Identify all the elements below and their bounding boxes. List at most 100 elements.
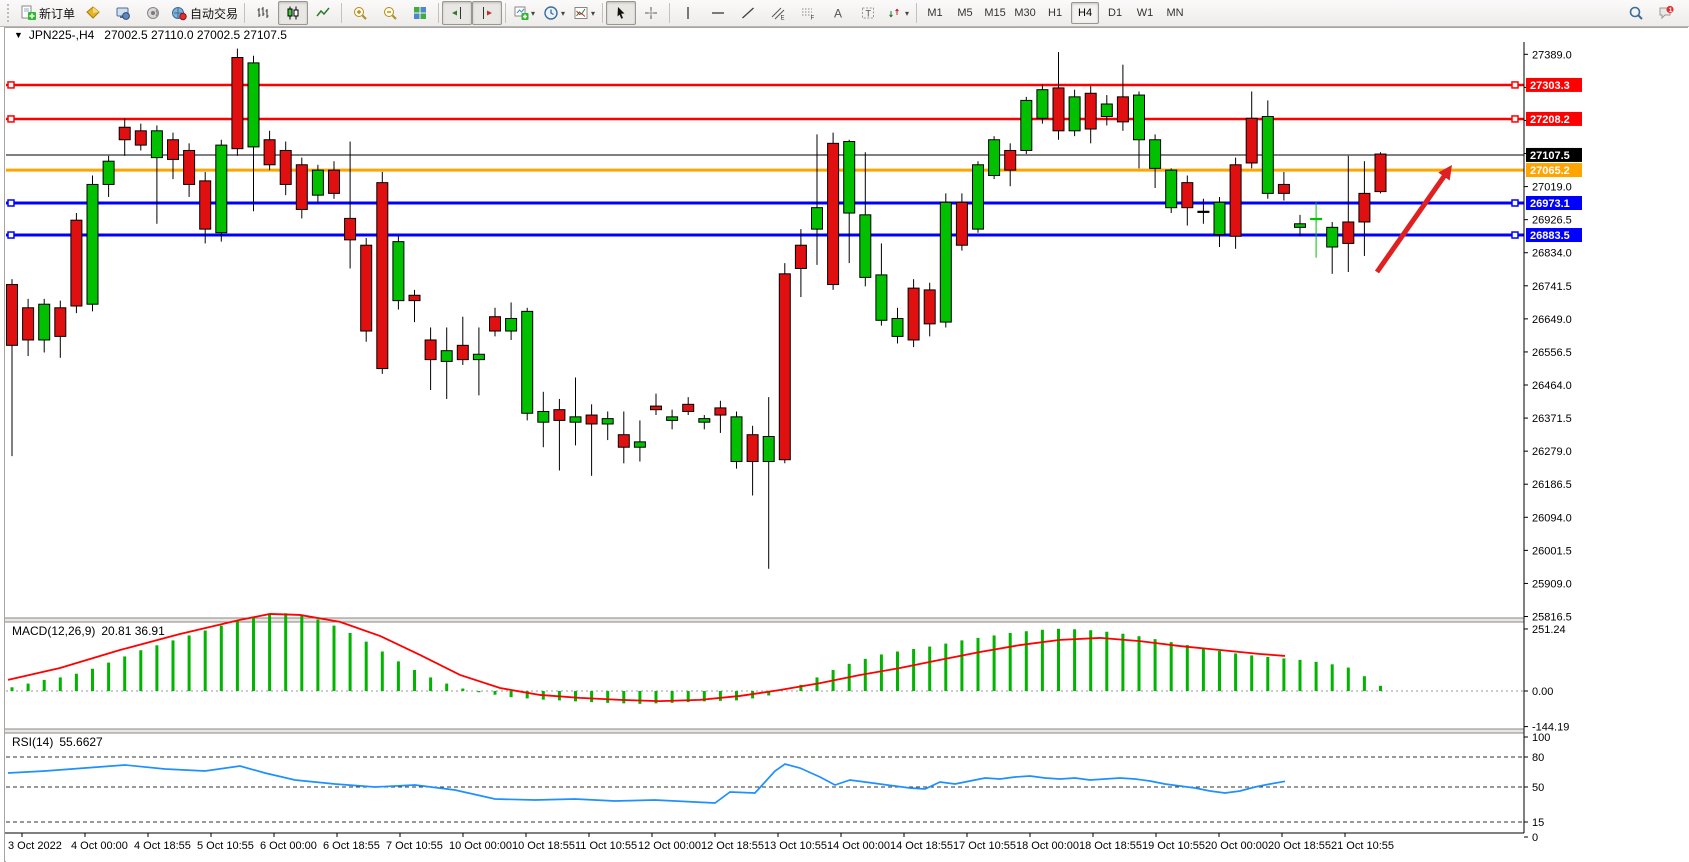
timeframe-m15-button[interactable]: M15 xyxy=(984,7,1006,19)
hline-marker[interactable] xyxy=(7,115,15,123)
trend-arrow[interactable] xyxy=(1374,171,1449,274)
search-button[interactable] xyxy=(1621,1,1651,25)
auto-scroll-button[interactable] xyxy=(472,1,503,25)
toolbar-separator xyxy=(669,3,671,23)
time-axis-label: 14 Oct 00:00 xyxy=(827,840,890,852)
candle-body xyxy=(505,318,518,332)
trend-arrow-head[interactable] xyxy=(1438,165,1452,181)
candlestick-button[interactable] xyxy=(278,1,309,25)
label-button[interactable]: T xyxy=(853,1,883,25)
autotrading-button[interactable]: 自动交易 xyxy=(168,1,241,25)
candle-body xyxy=(682,403,695,412)
time-axis-label: 6 Oct 18:55 xyxy=(323,840,380,852)
time-axis-label: 7 Oct 10:55 xyxy=(386,840,443,852)
timeframe-m30-button[interactable]: M30 xyxy=(1014,7,1036,19)
chevron-down-icon[interactable]: ▾ xyxy=(531,8,536,18)
candle-body xyxy=(553,409,566,421)
timeframe-h1-button[interactable]: H1 xyxy=(1048,7,1063,19)
candle-body xyxy=(183,149,196,185)
hline-marker[interactable] xyxy=(7,231,15,239)
trendline-icon xyxy=(742,7,755,19)
bar-chart-button[interactable] xyxy=(248,1,278,25)
autotrading-icon xyxy=(172,7,187,21)
auto-scroll-icon xyxy=(483,7,493,19)
candle-body xyxy=(311,169,324,196)
horizontal-line-button[interactable] xyxy=(703,1,733,25)
macd-signal-line xyxy=(7,613,1286,703)
hline-marker[interactable] xyxy=(1511,199,1519,207)
timeframe-d1-button[interactable]: D1 xyxy=(1108,7,1123,19)
chart-shift-icon xyxy=(452,7,462,19)
periods-button[interactable]: ▾ xyxy=(539,1,569,25)
candle-body xyxy=(811,207,823,230)
fibonacci-button[interactable]: F xyxy=(793,1,823,25)
arrows-icon xyxy=(889,8,899,18)
hline-marker[interactable] xyxy=(7,199,15,207)
candlestick-icon xyxy=(287,6,299,20)
tile-windows-button[interactable] xyxy=(405,1,435,25)
new-chart-icon xyxy=(514,6,529,20)
channel-button[interactable]: E xyxy=(763,1,793,25)
price-axis-label: 26741.5 xyxy=(1532,281,1572,293)
candle-body xyxy=(762,435,775,463)
time-axis-label: 4 Oct 00:00 xyxy=(71,840,128,852)
price-badge-label: 27208.2 xyxy=(1530,114,1570,126)
arrows-button[interactable]: ▾ xyxy=(883,1,913,25)
timeframe-mn-button[interactable]: MN xyxy=(1166,7,1184,19)
candle-body xyxy=(843,141,856,214)
hline-marker[interactable] xyxy=(1511,115,1519,123)
price-badge-label: 26973.1 xyxy=(1530,198,1570,210)
timeframe-m1-button[interactable]: M1 xyxy=(927,7,943,19)
zoom-out-button[interactable] xyxy=(375,1,405,25)
rsi-line xyxy=(7,763,1286,804)
vertical-line-button[interactable] xyxy=(673,1,703,25)
timeframe-h4-button[interactable]: H4 xyxy=(1071,2,1100,24)
trendline-button[interactable] xyxy=(733,1,763,25)
candle-body xyxy=(376,182,389,370)
hline-marker[interactable] xyxy=(1511,81,1519,89)
chat-button[interactable]: 1 xyxy=(1651,1,1681,25)
price-badge-label: 27065.2 xyxy=(1530,165,1570,177)
cursor-button[interactable] xyxy=(606,1,637,25)
toolbar-grip[interactable] xyxy=(7,4,14,22)
chevron-down-icon[interactable]: ▾ xyxy=(561,8,566,18)
rsi-indicator-label: RSI(14) 55.6627 xyxy=(12,735,103,749)
candle-body xyxy=(585,414,598,425)
chart-shift-button[interactable] xyxy=(442,1,473,25)
candle-body xyxy=(698,418,711,423)
timeframe-m5-button[interactable]: M5 xyxy=(957,7,973,19)
candle-body xyxy=(231,57,244,150)
chart-collapse-icon[interactable]: ▼ xyxy=(14,30,23,40)
hline-marker[interactable] xyxy=(1511,231,1519,239)
macd-axis-label: -144.19 xyxy=(1532,722,1569,734)
signal-icon xyxy=(147,7,160,19)
candle-body xyxy=(794,244,807,269)
price-badge-26973.1 xyxy=(1526,195,1582,210)
metaeditor-icon xyxy=(116,7,130,20)
candle-body xyxy=(408,294,421,302)
time-axis-label: 12 Oct 18:55 xyxy=(701,840,764,852)
candle-body xyxy=(344,217,357,241)
candle-body xyxy=(955,201,968,246)
search-icon xyxy=(1629,6,1643,20)
text-button[interactable]: A xyxy=(823,1,853,25)
new-chart-button[interactable]: ▾ xyxy=(509,1,539,25)
period-clock-icon xyxy=(544,6,558,20)
line-chart-button[interactable] xyxy=(308,1,338,25)
chevron-down-icon[interactable]: ▾ xyxy=(591,8,596,18)
macd-axis-label: 0.00 xyxy=(1532,686,1553,698)
price-badge-27208.2 xyxy=(1526,111,1582,126)
metaeditor-button[interactable] xyxy=(108,1,138,25)
signals-button[interactable] xyxy=(138,1,168,25)
terminal-button[interactable] xyxy=(78,1,108,25)
zoom-in-button[interactable] xyxy=(345,1,375,25)
candle-body xyxy=(472,353,485,361)
templates-button[interactable]: ▾ xyxy=(569,1,599,25)
crosshair-button[interactable] xyxy=(636,1,666,25)
chevron-down-icon[interactable]: ▾ xyxy=(905,8,910,18)
candle-body xyxy=(1245,117,1258,164)
timeframe-w1-button[interactable]: W1 xyxy=(1136,7,1154,19)
candle-body xyxy=(778,273,791,461)
new-order-button[interactable]: 新订单 xyxy=(17,1,78,25)
hline-marker[interactable] xyxy=(7,81,15,89)
